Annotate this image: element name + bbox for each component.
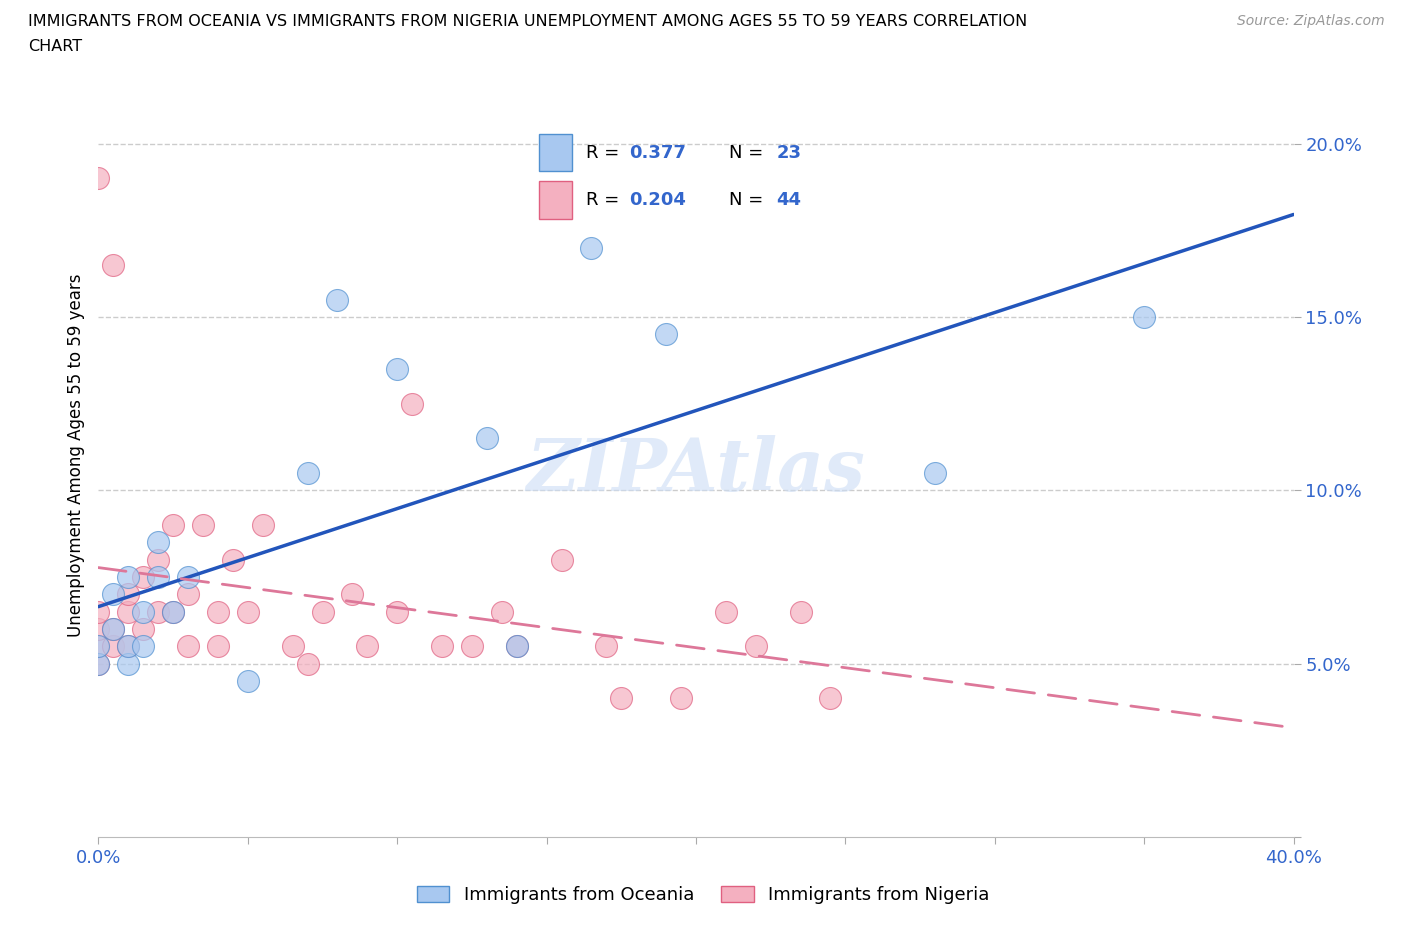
Y-axis label: Unemployment Among Ages 55 to 59 years: Unemployment Among Ages 55 to 59 years <box>66 274 84 637</box>
Point <box>610 691 633 706</box>
Point <box>820 691 842 706</box>
Point <box>236 604 259 619</box>
Point <box>491 604 513 619</box>
Point <box>103 587 125 602</box>
Text: CHART: CHART <box>28 39 82 54</box>
Point <box>252 518 274 533</box>
Point <box>356 639 378 654</box>
Point <box>117 587 139 602</box>
Point <box>297 466 319 481</box>
Point <box>326 292 349 307</box>
Point <box>669 691 692 706</box>
Point <box>162 518 184 533</box>
Point <box>1133 310 1156 325</box>
Point <box>655 327 678 342</box>
Point <box>506 639 529 654</box>
Point <box>132 639 155 654</box>
Point <box>103 621 125 636</box>
Point <box>87 657 110 671</box>
Point <box>475 431 498 445</box>
Point <box>162 604 184 619</box>
Point <box>207 604 229 619</box>
Point <box>177 587 200 602</box>
Point <box>581 240 603 255</box>
Point <box>191 518 214 533</box>
Point <box>342 587 364 602</box>
Point <box>207 639 229 654</box>
Text: Source: ZipAtlas.com: Source: ZipAtlas.com <box>1237 14 1385 28</box>
Point <box>132 569 155 584</box>
Point <box>236 673 259 688</box>
Point <box>401 396 423 411</box>
Point <box>87 171 110 186</box>
Point <box>148 569 170 584</box>
Point <box>117 657 139 671</box>
Point <box>87 604 110 619</box>
Point <box>117 604 139 619</box>
Point <box>87 639 110 654</box>
Point <box>385 604 409 619</box>
Legend: Immigrants from Oceania, Immigrants from Nigeria: Immigrants from Oceania, Immigrants from… <box>409 879 997 911</box>
Point <box>550 552 572 567</box>
Point <box>177 569 200 584</box>
Point <box>430 639 453 654</box>
Point <box>222 552 245 567</box>
Point <box>87 657 110 671</box>
Point <box>117 639 139 654</box>
Point <box>385 362 409 377</box>
Point <box>148 604 170 619</box>
Point <box>924 466 946 481</box>
Point <box>506 639 529 654</box>
Point <box>148 552 170 567</box>
Text: ZIPAtlas: ZIPAtlas <box>527 435 865 507</box>
Point <box>177 639 200 654</box>
Point <box>745 639 768 654</box>
Point <box>595 639 617 654</box>
Point <box>132 621 155 636</box>
Point <box>281 639 304 654</box>
Point <box>87 621 110 636</box>
Point <box>297 657 319 671</box>
Point <box>789 604 811 619</box>
Point <box>103 621 125 636</box>
Point <box>148 535 170 550</box>
Point <box>117 569 139 584</box>
Point <box>132 604 155 619</box>
Point <box>103 639 125 654</box>
Point <box>87 639 110 654</box>
Text: IMMIGRANTS FROM OCEANIA VS IMMIGRANTS FROM NIGERIA UNEMPLOYMENT AMONG AGES 55 TO: IMMIGRANTS FROM OCEANIA VS IMMIGRANTS FR… <box>28 14 1028 29</box>
Point <box>162 604 184 619</box>
Point <box>461 639 484 654</box>
Point <box>117 639 139 654</box>
Point <box>311 604 333 619</box>
Point <box>103 258 125 272</box>
Point <box>714 604 737 619</box>
